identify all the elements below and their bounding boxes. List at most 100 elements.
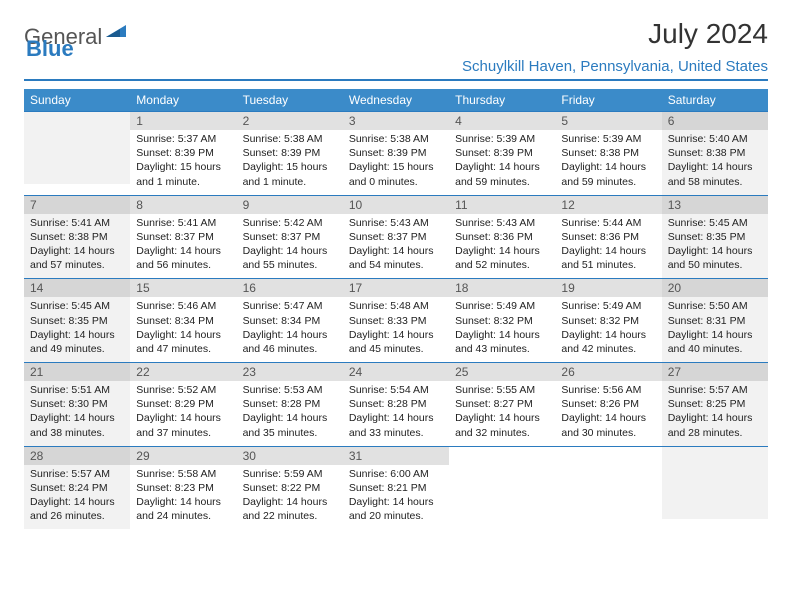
calendar-cell: 23Sunrise: 5:53 AMSunset: 8:28 PMDayligh… <box>237 363 343 447</box>
day-details: Sunrise: 5:58 AMSunset: 8:23 PMDaylight:… <box>130 465 236 530</box>
calendar-cell: 2Sunrise: 5:38 AMSunset: 8:39 PMDaylight… <box>237 112 343 196</box>
brand-part2-wrap: Blue <box>28 36 772 62</box>
calendar-cell: 17Sunrise: 5:48 AMSunset: 8:33 PMDayligh… <box>343 279 449 363</box>
day-details: Sunrise: 5:55 AMSunset: 8:27 PMDaylight:… <box>449 381 555 446</box>
day-number: 16 <box>237 279 343 297</box>
calendar-cell: 1Sunrise: 5:37 AMSunset: 8:39 PMDaylight… <box>130 112 236 196</box>
calendar-cell: 30Sunrise: 5:59 AMSunset: 8:22 PMDayligh… <box>237 446 343 529</box>
day-details: Sunrise: 5:53 AMSunset: 8:28 PMDaylight:… <box>237 381 343 446</box>
calendar-cell: 25Sunrise: 5:55 AMSunset: 8:27 PMDayligh… <box>449 363 555 447</box>
day-number: 14 <box>24 279 130 297</box>
day-details: Sunrise: 5:57 AMSunset: 8:24 PMDaylight:… <box>24 465 130 530</box>
day-number: 27 <box>662 363 768 381</box>
day-number: 29 <box>130 447 236 465</box>
day-number: 18 <box>449 279 555 297</box>
day-number: 7 <box>24 196 130 214</box>
day-number: 12 <box>555 196 661 214</box>
day-number: 23 <box>237 363 343 381</box>
calendar-cell: 20Sunrise: 5:50 AMSunset: 8:31 PMDayligh… <box>662 279 768 363</box>
day-number: 20 <box>662 279 768 297</box>
day-number: 26 <box>555 363 661 381</box>
day-details: Sunrise: 5:48 AMSunset: 8:33 PMDaylight:… <box>343 297 449 362</box>
calendar-cell <box>555 446 661 529</box>
calendar-cell: 14Sunrise: 5:45 AMSunset: 8:35 PMDayligh… <box>24 279 130 363</box>
day-number: 3 <box>343 112 449 130</box>
day-number: 1 <box>130 112 236 130</box>
calendar-cell <box>24 112 130 196</box>
day-details: Sunrise: 5:44 AMSunset: 8:36 PMDaylight:… <box>555 214 661 279</box>
calendar-cell <box>449 446 555 529</box>
day-header: Friday <box>555 89 661 112</box>
calendar-page: General July 2024 Blue Schuylkill Haven,… <box>0 0 792 547</box>
day-details: Sunrise: 5:51 AMSunset: 8:30 PMDaylight:… <box>24 381 130 446</box>
day-details: Sunrise: 5:43 AMSunset: 8:36 PMDaylight:… <box>449 214 555 279</box>
calendar-cell: 8Sunrise: 5:41 AMSunset: 8:37 PMDaylight… <box>130 195 236 279</box>
calendar-week-row: 28Sunrise: 5:57 AMSunset: 8:24 PMDayligh… <box>24 446 768 529</box>
day-number: 30 <box>237 447 343 465</box>
day-details: Sunrise: 5:52 AMSunset: 8:29 PMDaylight:… <box>130 381 236 446</box>
calendar-week-row: 1Sunrise: 5:37 AMSunset: 8:39 PMDaylight… <box>24 112 768 196</box>
day-header: Thursday <box>449 89 555 112</box>
calendar-cell: 9Sunrise: 5:42 AMSunset: 8:37 PMDaylight… <box>237 195 343 279</box>
calendar-cell: 15Sunrise: 5:46 AMSunset: 8:34 PMDayligh… <box>130 279 236 363</box>
day-number: 13 <box>662 196 768 214</box>
day-number: 25 <box>449 363 555 381</box>
day-number: 8 <box>130 196 236 214</box>
calendar-table: SundayMondayTuesdayWednesdayThursdayFrid… <box>24 89 768 529</box>
day-details: Sunrise: 5:49 AMSunset: 8:32 PMDaylight:… <box>555 297 661 362</box>
calendar-week-row: 7Sunrise: 5:41 AMSunset: 8:38 PMDaylight… <box>24 195 768 279</box>
day-details: Sunrise: 5:39 AMSunset: 8:38 PMDaylight:… <box>555 130 661 195</box>
day-header: Saturday <box>662 89 768 112</box>
day-details: Sunrise: 5:57 AMSunset: 8:25 PMDaylight:… <box>662 381 768 446</box>
day-details: Sunrise: 5:49 AMSunset: 8:32 PMDaylight:… <box>449 297 555 362</box>
day-details: Sunrise: 5:40 AMSunset: 8:38 PMDaylight:… <box>662 130 768 195</box>
empty-cell <box>24 112 130 184</box>
day-details: Sunrise: 5:38 AMSunset: 8:39 PMDaylight:… <box>343 130 449 195</box>
empty-cell <box>662 447 768 519</box>
calendar-cell: 28Sunrise: 5:57 AMSunset: 8:24 PMDayligh… <box>24 446 130 529</box>
calendar-cell: 13Sunrise: 5:45 AMSunset: 8:35 PMDayligh… <box>662 195 768 279</box>
day-details: Sunrise: 5:38 AMSunset: 8:39 PMDaylight:… <box>237 130 343 195</box>
calendar-cell: 31Sunrise: 6:00 AMSunset: 8:21 PMDayligh… <box>343 446 449 529</box>
day-number: 19 <box>555 279 661 297</box>
calendar-head: SundayMondayTuesdayWednesdayThursdayFrid… <box>24 89 768 112</box>
day-number: 9 <box>237 196 343 214</box>
calendar-cell: 27Sunrise: 5:57 AMSunset: 8:25 PMDayligh… <box>662 363 768 447</box>
day-details: Sunrise: 5:59 AMSunset: 8:22 PMDaylight:… <box>237 465 343 530</box>
day-header: Monday <box>130 89 236 112</box>
day-details: Sunrise: 5:41 AMSunset: 8:38 PMDaylight:… <box>24 214 130 279</box>
calendar-cell: 5Sunrise: 5:39 AMSunset: 8:38 PMDaylight… <box>555 112 661 196</box>
day-number: 22 <box>130 363 236 381</box>
calendar-cell: 26Sunrise: 5:56 AMSunset: 8:26 PMDayligh… <box>555 363 661 447</box>
day-header: Wednesday <box>343 89 449 112</box>
brand-part2: Blue <box>26 36 74 61</box>
calendar-week-row: 14Sunrise: 5:45 AMSunset: 8:35 PMDayligh… <box>24 279 768 363</box>
day-details: Sunrise: 5:41 AMSunset: 8:37 PMDaylight:… <box>130 214 236 279</box>
calendar-cell: 22Sunrise: 5:52 AMSunset: 8:29 PMDayligh… <box>130 363 236 447</box>
day-number: 10 <box>343 196 449 214</box>
day-number: 28 <box>24 447 130 465</box>
day-details: Sunrise: 5:43 AMSunset: 8:37 PMDaylight:… <box>343 214 449 279</box>
day-number: 5 <box>555 112 661 130</box>
calendar-cell: 21Sunrise: 5:51 AMSunset: 8:30 PMDayligh… <box>24 363 130 447</box>
day-details: Sunrise: 5:56 AMSunset: 8:26 PMDaylight:… <box>555 381 661 446</box>
calendar-cell: 11Sunrise: 5:43 AMSunset: 8:36 PMDayligh… <box>449 195 555 279</box>
day-number: 6 <box>662 112 768 130</box>
day-header: Tuesday <box>237 89 343 112</box>
day-details: Sunrise: 5:54 AMSunset: 8:28 PMDaylight:… <box>343 381 449 446</box>
day-details: Sunrise: 5:50 AMSunset: 8:31 PMDaylight:… <box>662 297 768 362</box>
calendar-cell: 16Sunrise: 5:47 AMSunset: 8:34 PMDayligh… <box>237 279 343 363</box>
calendar-cell: 29Sunrise: 5:58 AMSunset: 8:23 PMDayligh… <box>130 446 236 529</box>
day-number: 17 <box>343 279 449 297</box>
day-details: Sunrise: 5:45 AMSunset: 8:35 PMDaylight:… <box>662 214 768 279</box>
day-number: 31 <box>343 447 449 465</box>
day-details: Sunrise: 5:47 AMSunset: 8:34 PMDaylight:… <box>237 297 343 362</box>
day-details: Sunrise: 5:46 AMSunset: 8:34 PMDaylight:… <box>130 297 236 362</box>
calendar-cell: 12Sunrise: 5:44 AMSunset: 8:36 PMDayligh… <box>555 195 661 279</box>
day-details: Sunrise: 5:39 AMSunset: 8:39 PMDaylight:… <box>449 130 555 195</box>
calendar-cell: 19Sunrise: 5:49 AMSunset: 8:32 PMDayligh… <box>555 279 661 363</box>
day-number: 4 <box>449 112 555 130</box>
day-details: Sunrise: 5:37 AMSunset: 8:39 PMDaylight:… <box>130 130 236 195</box>
day-header: Sunday <box>24 89 130 112</box>
calendar-cell: 18Sunrise: 5:49 AMSunset: 8:32 PMDayligh… <box>449 279 555 363</box>
